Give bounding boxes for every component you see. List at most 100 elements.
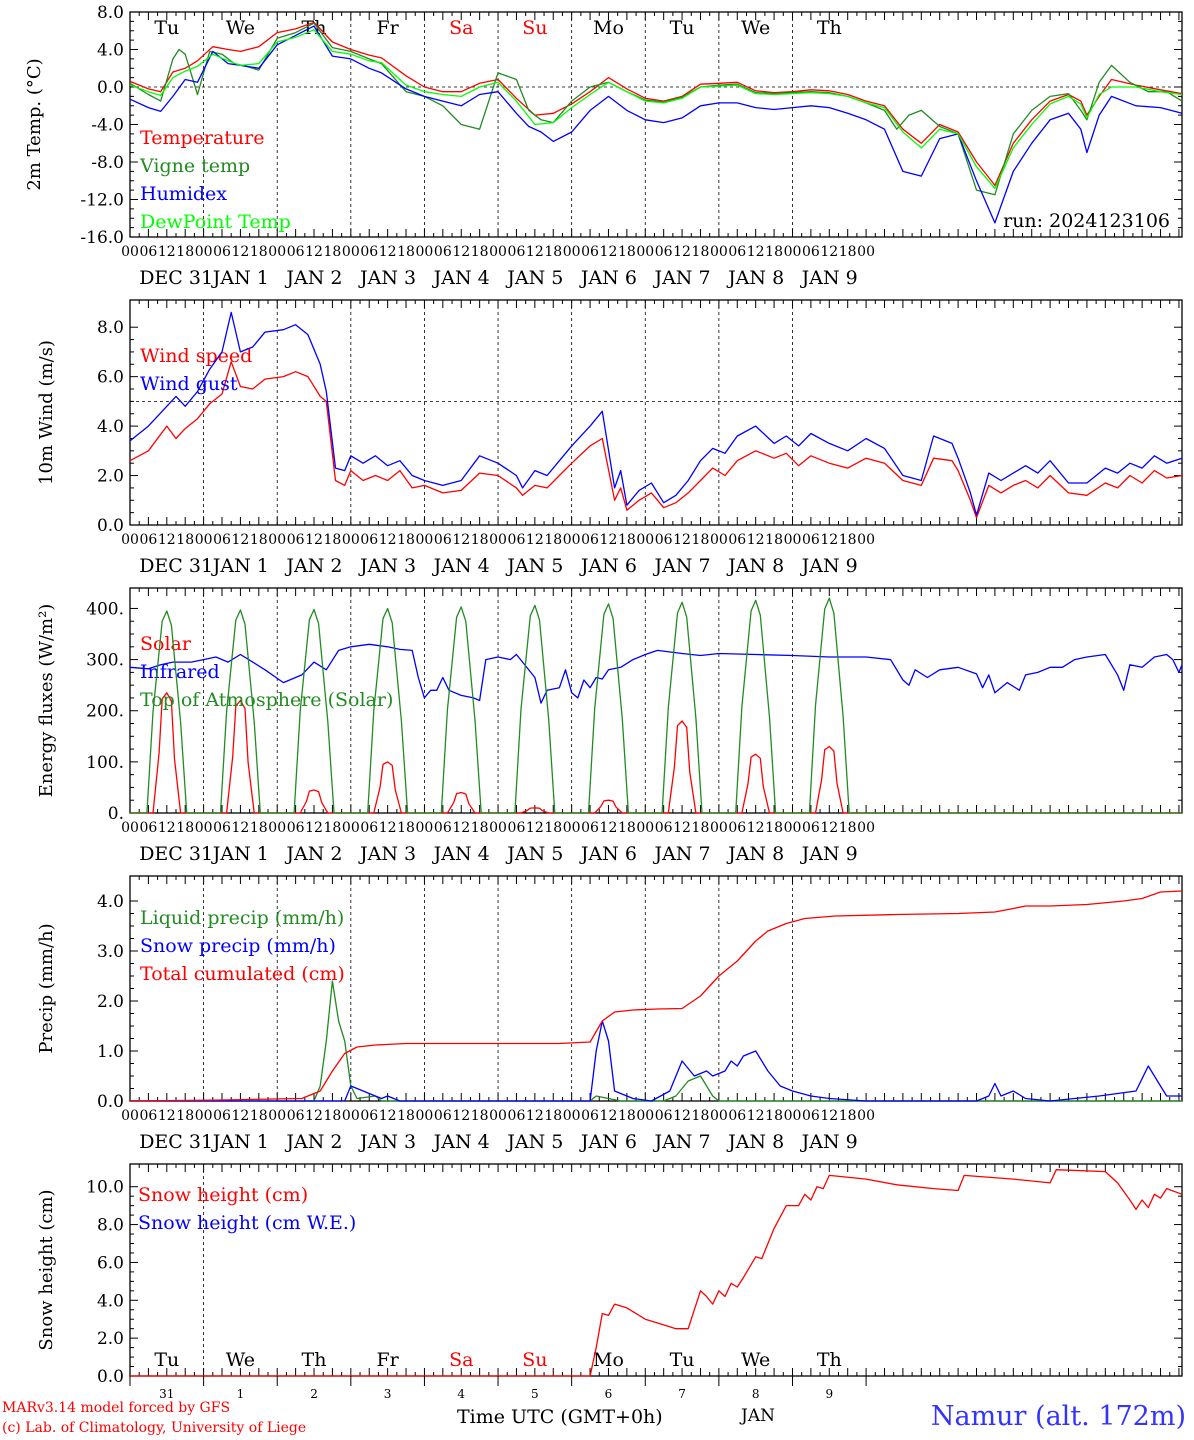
- hour-tick-label: 00: [416, 1108, 434, 1124]
- hour-tick-label: 00: [489, 244, 507, 260]
- date-label: JAN 8: [726, 1131, 784, 1153]
- hour-tick-label: 12: [158, 532, 176, 548]
- hour-tick-label: 06: [581, 532, 599, 548]
- y-tick-label: 8.0: [97, 318, 124, 338]
- hour-tick-label: 12: [526, 532, 544, 548]
- date-label: JAN 9: [800, 555, 858, 577]
- hour-tick-label: 12: [600, 1108, 618, 1124]
- date-label: JAN 3: [358, 267, 416, 289]
- y-tick-label: 1.0: [97, 1042, 124, 1062]
- date-label: JAN 6: [579, 555, 637, 577]
- hour-tick-label: 18: [176, 1108, 194, 1124]
- hour-tick-label: 06: [434, 1108, 452, 1124]
- hour-tick-label: 12: [305, 244, 323, 260]
- hour-tick-label: 06: [360, 820, 378, 836]
- panel-frame: [129, 11, 1183, 238]
- hour-tick-label: 00: [489, 532, 507, 548]
- date-label: JAN 1: [211, 843, 269, 865]
- day-number-label: 5: [531, 1387, 539, 1401]
- hour-tick-label: 00: [342, 1108, 360, 1124]
- y-axis-label: 10m Wind (m/s): [36, 340, 57, 485]
- hour-tick-label: 12: [820, 1108, 838, 1124]
- hour-tick-label: 00: [195, 1108, 213, 1124]
- hour-tick-label: 06: [802, 1108, 820, 1124]
- y-tick-label: 0.0: [97, 1367, 124, 1387]
- hour-tick-label: 06: [728, 820, 746, 836]
- hour-tick-label: 00: [563, 244, 581, 260]
- hour-tick-label: 06: [655, 244, 673, 260]
- date-label: JAN 4: [432, 555, 490, 577]
- date-label: JAN 9: [800, 267, 858, 289]
- y-tick-label: 200.: [86, 702, 124, 722]
- hour-tick-label: 18: [324, 244, 342, 260]
- day-number-label: 2: [310, 1387, 318, 1401]
- hour-tick-label: 06: [213, 1108, 231, 1124]
- hour-tick-label: 00: [268, 1108, 286, 1124]
- hour-tick-label: 06: [728, 532, 746, 548]
- hour-tick-label: 00: [342, 244, 360, 260]
- y-tick-label: 2.0: [97, 467, 124, 487]
- series-line: [129, 311, 1183, 516]
- legend-entry: Solar: [140, 633, 192, 655]
- hour-tick-label: 06: [213, 820, 231, 836]
- hour-tick-label: 06: [287, 820, 305, 836]
- hour-tick-label: 00: [563, 1108, 581, 1124]
- day-abbrev: Sa: [449, 17, 473, 39]
- hour-tick-label: 00: [857, 1108, 875, 1124]
- date-label: DEC 31: [139, 843, 213, 865]
- hour-tick-label: 00: [342, 532, 360, 548]
- y-tick-label: 0.0: [97, 1092, 124, 1112]
- day-abbrev: Mo: [593, 1349, 624, 1371]
- date-label: JAN 4: [432, 267, 490, 289]
- hour-tick-label: 12: [673, 244, 691, 260]
- date-label: JAN 5: [505, 1131, 563, 1153]
- hour-tick-label: 00: [784, 820, 802, 836]
- y-tick-label: 6.0: [97, 1253, 124, 1273]
- hour-tick-label: 12: [452, 244, 470, 260]
- hour-tick-label: 12: [305, 532, 323, 548]
- hour-tick-label: 00: [121, 820, 139, 836]
- hour-tick-label: 00: [710, 1108, 728, 1124]
- y-tick-label: -4.0: [91, 116, 124, 136]
- hour-tick-label: 18: [765, 244, 783, 260]
- date-label: JAN 5: [505, 267, 563, 289]
- date-label: JAN 6: [579, 1131, 637, 1153]
- hour-tick-label: 00: [563, 532, 581, 548]
- hour-tick-label: 18: [618, 1108, 636, 1124]
- hour-tick-label: 12: [452, 820, 470, 836]
- hour-tick-label: 12: [379, 532, 397, 548]
- hour-tick-label: 06: [360, 244, 378, 260]
- y-tick-label: 100.: [86, 753, 124, 773]
- credit-lab: (c) Lab. of Climatology, University of L…: [2, 1420, 307, 1436]
- y-tick-label: 8.0: [97, 3, 124, 23]
- series-line: [129, 29, 1183, 189]
- hour-tick-label: 18: [765, 1108, 783, 1124]
- hour-tick-label: 18: [176, 244, 194, 260]
- hour-tick-label: 18: [324, 1108, 342, 1124]
- date-label: JAN 2: [284, 555, 342, 577]
- y-tick-label: 2.0: [97, 1329, 124, 1349]
- day-abbrev: Su: [522, 17, 547, 39]
- date-label: JAN 3: [358, 843, 416, 865]
- date-label: JAN 7: [652, 843, 710, 865]
- day-abbrev: Tu: [154, 1349, 179, 1371]
- hour-tick-label: 00: [195, 244, 213, 260]
- day-number-label: 1: [237, 1387, 245, 1401]
- y-tick-label: 4.0: [97, 892, 124, 912]
- series-line: [130, 1020, 1182, 1102]
- hour-tick-label: 18: [618, 532, 636, 548]
- hour-tick-label: 18: [397, 244, 415, 260]
- date-label: JAN 3: [358, 555, 416, 577]
- hour-tick-label: 18: [324, 820, 342, 836]
- y-tick-label: 4.0: [97, 417, 124, 437]
- hour-tick-label: 18: [692, 532, 710, 548]
- hour-tick-label: 00: [636, 244, 654, 260]
- hour-tick-label: 18: [176, 532, 194, 548]
- hour-tick-label: 06: [434, 532, 452, 548]
- hour-tick-label: 06: [139, 820, 157, 836]
- y-tick-label: 0.: [108, 804, 124, 824]
- y-tick-label: -8.0: [91, 153, 124, 173]
- hour-tick-label: 00: [563, 820, 581, 836]
- series-line: [129, 361, 1183, 519]
